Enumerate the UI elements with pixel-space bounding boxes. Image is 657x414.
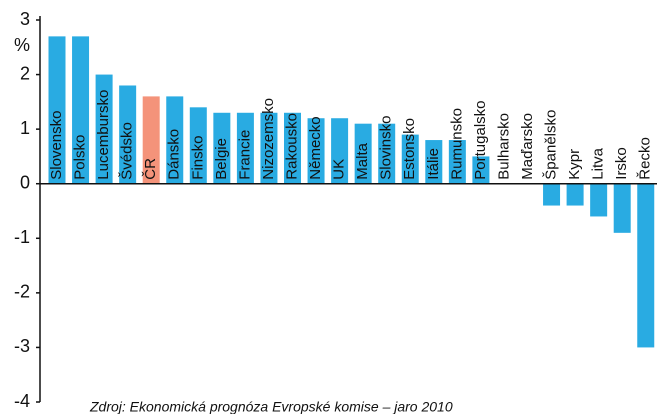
bar — [472, 156, 490, 184]
x-tick-label: Malta — [354, 142, 371, 179]
x-tick-label: Polsko — [72, 135, 89, 180]
bar — [189, 107, 207, 184]
bar — [331, 118, 349, 184]
bar — [354, 123, 372, 184]
x-tick-label: Rakousko — [283, 113, 300, 180]
bar — [260, 112, 278, 184]
x-tick-label: Slovinsko — [378, 116, 395, 180]
bar — [95, 74, 113, 184]
x-tick-label: ČR — [142, 158, 159, 180]
y-tick-label: 3 — [20, 9, 30, 29]
bar — [72, 36, 90, 184]
y-tick-label: 1 — [20, 118, 30, 138]
x-tick-label: Irsko — [613, 147, 630, 180]
bar — [166, 96, 184, 184]
x-tick-label: Portugalsko — [472, 100, 489, 179]
y-tick-label: -2 — [14, 282, 30, 302]
x-tick-label: Německo — [307, 116, 324, 179]
y-tick-label: -4 — [14, 391, 30, 411]
bar — [566, 183, 584, 206]
x-tick-label: Švédsko — [119, 122, 136, 180]
x-tick-label: Řecko — [637, 137, 654, 180]
bar — [543, 183, 561, 206]
bar — [448, 140, 466, 184]
x-tick-label: Itálie — [425, 148, 442, 180]
x-tick-label: Bulharsko — [495, 113, 512, 180]
x-tick-label: Španělsko — [543, 110, 560, 180]
x-tick-label: Lucembursko — [95, 90, 112, 180]
bar — [307, 118, 325, 184]
x-tick-label: Maďarsko — [519, 113, 536, 180]
x-tick-label: Estonsko — [401, 118, 418, 180]
x-tick-label: Dánsko — [166, 129, 183, 180]
bar — [401, 134, 419, 184]
bar — [590, 183, 608, 217]
bar — [378, 123, 396, 184]
x-tick-label: Litva — [590, 147, 607, 179]
bar — [48, 36, 66, 184]
x-tick-label: Slovensko — [48, 110, 65, 179]
y-tick-label: -3 — [14, 336, 30, 356]
x-tick-label: Rumunsko — [448, 108, 465, 180]
y-tick-label: 0 — [20, 172, 30, 192]
bar — [613, 183, 631, 233]
source-note: Zdroj: Ekonomická prognóza Evropské komi… — [89, 399, 453, 414]
bar — [119, 85, 137, 184]
bar — [284, 112, 301, 184]
y-tick-label: 2 — [20, 63, 30, 83]
x-tick-label: UK — [331, 159, 348, 180]
x-tick-label: Finsko — [189, 136, 206, 180]
bar — [142, 96, 160, 184]
bar — [637, 183, 655, 348]
x-tick-label: Kypr — [566, 149, 583, 180]
bar — [425, 140, 443, 184]
x-tick-label: Belgie — [213, 138, 230, 180]
bar — [236, 112, 254, 184]
bar — [213, 112, 231, 184]
y-axis-label: % — [14, 35, 30, 55]
x-tick-label: Nizozemsko — [260, 98, 277, 180]
y-tick-label: -1 — [14, 227, 30, 247]
x-tick-label: Francie — [236, 130, 253, 180]
